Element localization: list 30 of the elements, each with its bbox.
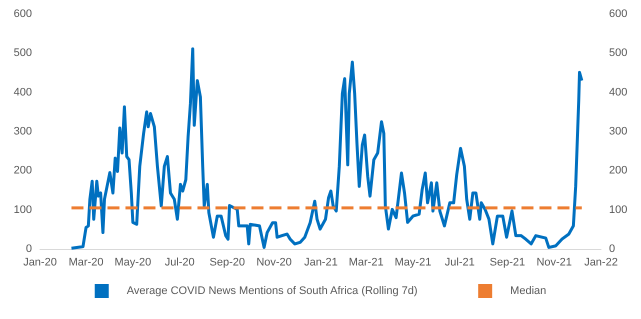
y2-tick-label: 600 (609, 8, 628, 20)
y-tick-label: 200 (14, 164, 32, 177)
y-tick-label: 300 (14, 126, 32, 138)
y2-tick-label: 400 (609, 86, 628, 98)
x-tick-label: Jul-21 (444, 256, 475, 268)
y2-tick-label: 100 (609, 204, 628, 216)
legend-label: Average COVID News Mentions of South Africa (Rolling 7d) (126, 285, 418, 297)
legend-label: Median (510, 285, 546, 297)
y2-tick-label: 200 (609, 164, 628, 177)
line-series (70, 47, 584, 250)
x-tick-label: May-21 (394, 256, 432, 268)
y-tick-label: 100 (14, 204, 32, 216)
x-tick-label: Sep-20 (210, 256, 245, 268)
y-tick-label: 400 (14, 86, 32, 98)
x-tick-label: Jan-20 (23, 256, 57, 268)
x-tick-label: Mar-20 (68, 256, 104, 268)
x-tick-label: Nov-21 (536, 256, 572, 268)
x-tick-label: May-20 (114, 256, 152, 268)
x-tick-label: Nov-20 (256, 256, 292, 268)
y-tick-label: 0 (26, 243, 32, 255)
x-tick-label: Jan-21 (304, 256, 338, 268)
x-tick-label: Jul-20 (164, 256, 195, 268)
x-tick-label: Jan-22 (584, 256, 618, 268)
y2-tick-label: 500 (609, 47, 628, 60)
y-tick-label: 500 (14, 47, 32, 60)
x-tick-label: Mar-21 (348, 256, 384, 268)
y2-tick-label: 0 (609, 243, 616, 255)
y-tick-label: 600 (14, 8, 32, 20)
y2-tick-label: 300 (609, 126, 628, 138)
x-tick-label: Sep-21 (490, 256, 526, 268)
